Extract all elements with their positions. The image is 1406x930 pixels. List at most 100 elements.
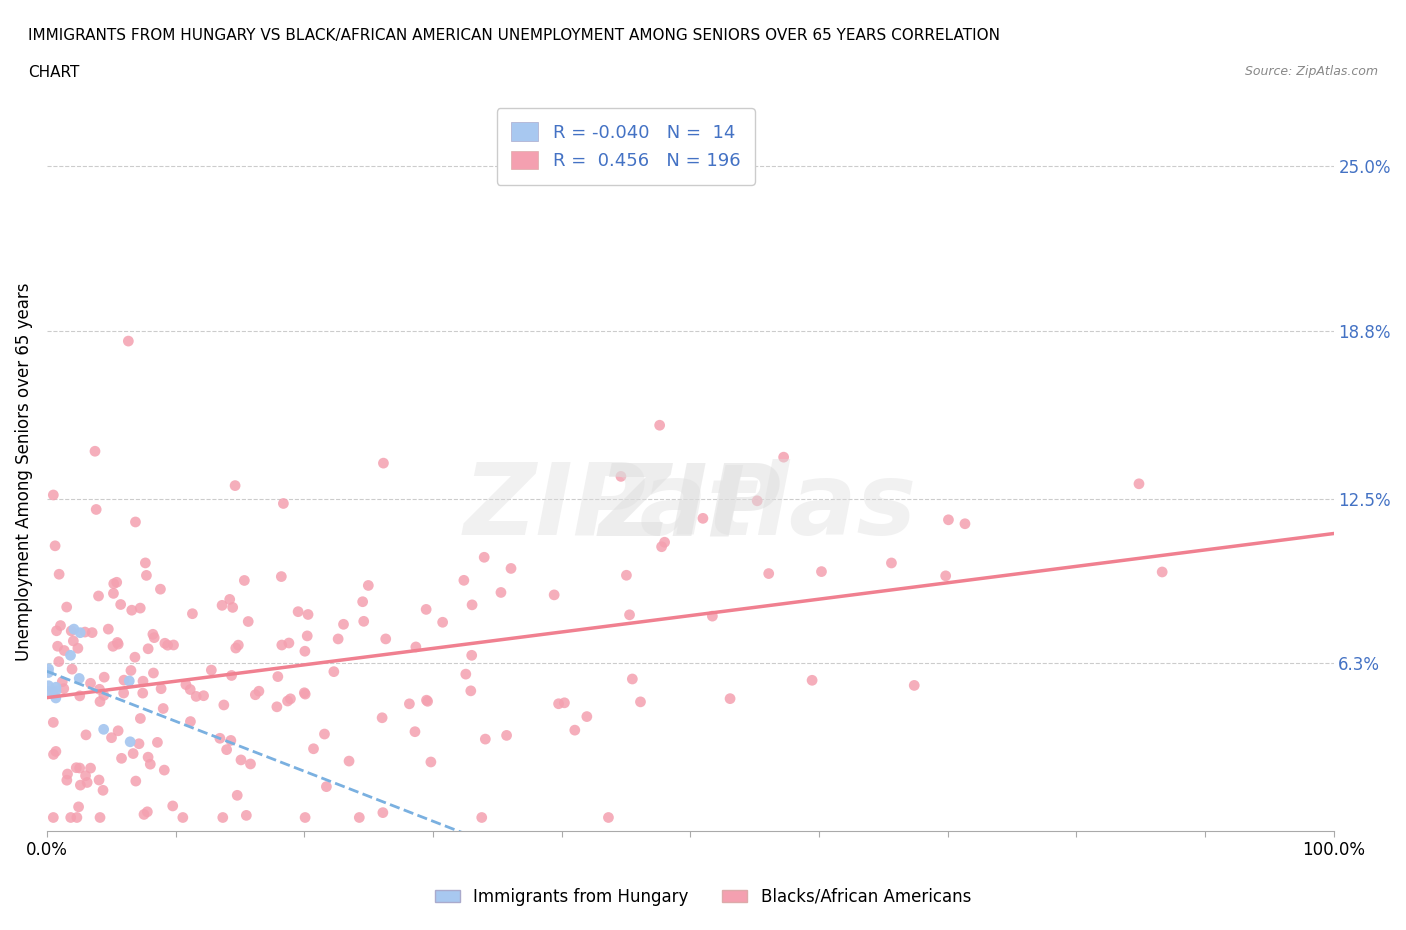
Point	[93, 688, 115, 703]
Point	[247, 684, 270, 698]
Point	[146, 735, 169, 750]
Point	[287, 604, 309, 619]
Point	[112, 672, 135, 687]
Point	[267, 670, 290, 684]
Point	[107, 724, 129, 738]
Point	[280, 691, 302, 706]
Point	[575, 710, 598, 724]
Point	[51, 674, 73, 689]
Point	[235, 808, 257, 823]
Point	[67, 800, 90, 815]
Point	[225, 641, 247, 656]
Point	[415, 693, 437, 708]
Point	[66, 810, 89, 825]
Point	[142, 666, 165, 681]
Point	[55, 600, 77, 615]
Point	[118, 673, 141, 688]
Point	[553, 696, 575, 711]
Point	[45, 744, 67, 759]
Point	[404, 724, 426, 739]
Point	[938, 512, 960, 527]
Point	[79, 676, 101, 691]
Legend: R = -0.040   N =  14, R =  0.456   N = 196: R = -0.040 N = 14, R = 0.456 N = 196	[496, 108, 755, 184]
Legend: Immigrants from Hungary, Blacks/African Americans: Immigrants from Hungary, Blacks/African …	[429, 881, 977, 912]
Point	[718, 691, 741, 706]
Point	[292, 685, 315, 700]
Point	[702, 609, 724, 624]
Point	[100, 730, 122, 745]
Point	[460, 648, 482, 663]
Point	[616, 568, 638, 583]
Point	[132, 685, 155, 700]
Point	[547, 697, 569, 711]
Point	[238, 614, 260, 629]
Point	[903, 678, 925, 693]
Point	[415, 602, 437, 617]
Point	[142, 627, 165, 642]
Point	[564, 723, 586, 737]
Point	[218, 592, 240, 607]
Point	[69, 688, 91, 703]
Point	[136, 642, 159, 657]
Point	[315, 779, 337, 794]
Point	[48, 566, 70, 581]
Point	[139, 757, 162, 772]
Point	[44, 538, 66, 553]
Point	[233, 573, 256, 588]
Point	[747, 493, 769, 508]
Point	[373, 456, 395, 471]
Point	[270, 638, 292, 653]
Point	[56, 766, 79, 781]
Point	[405, 640, 427, 655]
Point	[59, 648, 82, 663]
Point	[935, 568, 957, 583]
Point	[38, 661, 60, 676]
Point	[136, 750, 159, 764]
Point	[87, 773, 110, 788]
Point	[495, 728, 517, 743]
Point	[471, 810, 494, 825]
Point	[73, 625, 96, 640]
Point	[103, 586, 125, 601]
Point	[48, 654, 70, 669]
Point	[69, 777, 91, 792]
Point	[89, 694, 111, 709]
Point	[619, 607, 641, 622]
Point	[598, 810, 620, 825]
Point	[543, 588, 565, 603]
Point	[120, 735, 142, 750]
Point	[472, 550, 495, 565]
Point	[150, 682, 173, 697]
Point	[76, 775, 98, 790]
Point	[112, 685, 135, 700]
Point	[186, 689, 208, 704]
Text: Source: ZipAtlas.com: Source: ZipAtlas.com	[1244, 65, 1378, 78]
Point	[136, 804, 159, 819]
Point	[953, 516, 976, 531]
Point	[135, 568, 157, 583]
Point	[349, 810, 371, 825]
Point	[880, 555, 903, 570]
Point	[53, 643, 76, 658]
Point	[49, 618, 72, 633]
Point	[93, 722, 115, 737]
Point	[103, 577, 125, 591]
Point	[105, 635, 128, 650]
Point	[211, 810, 233, 825]
Point	[357, 578, 380, 593]
Point	[110, 751, 132, 765]
Point	[224, 478, 246, 493]
Point	[69, 625, 91, 640]
Point	[353, 614, 375, 629]
Point	[273, 496, 295, 511]
Text: IMMIGRANTS FROM HUNGARY VS BLACK/AFRICAN AMERICAN UNEMPLOYMENT AMONG SENIORS OVE: IMMIGRANTS FROM HUNGARY VS BLACK/AFRICAN…	[28, 28, 1000, 43]
Point	[101, 639, 124, 654]
Point	[42, 487, 65, 502]
Point	[1152, 565, 1174, 579]
Point	[810, 565, 832, 579]
Point	[692, 511, 714, 525]
Point	[212, 698, 235, 712]
Point	[59, 810, 82, 825]
Point	[42, 810, 65, 825]
Point	[460, 684, 482, 698]
